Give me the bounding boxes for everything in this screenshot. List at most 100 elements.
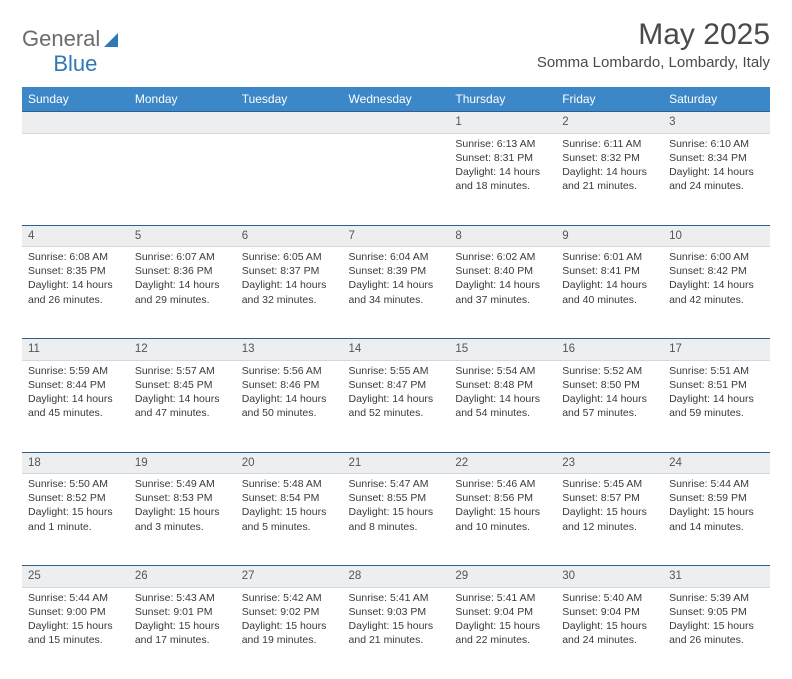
daylight-line: Daylight: 14 hours and 24 minutes. xyxy=(669,165,764,193)
sunrise-line: Sunrise: 5:59 AM xyxy=(28,364,123,378)
sunrise-line: Sunrise: 5:51 AM xyxy=(669,364,764,378)
title-block: May 2025 Somma Lombardo, Lombardy, Italy xyxy=(537,18,770,71)
day-cell: Sunrise: 5:49 AMSunset: 8:53 PMDaylight:… xyxy=(129,474,236,566)
day-number: 22 xyxy=(449,452,556,474)
sunrise-line: Sunrise: 5:46 AM xyxy=(455,477,550,491)
sunrise-line: Sunrise: 5:41 AM xyxy=(349,591,444,605)
day-number: . xyxy=(22,112,129,134)
day-info-row: Sunrise: 6:13 AMSunset: 8:31 PMDaylight:… xyxy=(22,133,770,225)
day-info-row: Sunrise: 6:08 AMSunset: 8:35 PMDaylight:… xyxy=(22,247,770,339)
day-cell: Sunrise: 5:40 AMSunset: 9:04 PMDaylight:… xyxy=(556,587,663,679)
daylight-line: Daylight: 15 hours and 15 minutes. xyxy=(28,619,123,647)
day-number: 10 xyxy=(663,225,770,247)
day-number: 1 xyxy=(449,112,556,134)
location: Somma Lombardo, Lombardy, Italy xyxy=(537,54,770,71)
day-info-row: Sunrise: 5:59 AMSunset: 8:44 PM Daylight:… xyxy=(22,360,770,452)
sunset-line: Sunset: 8:57 PM xyxy=(562,491,657,505)
sunrise-line: Sunrise: 5:54 AM xyxy=(455,364,550,378)
sunset-line: Sunset: 8:51 PM xyxy=(669,378,764,392)
weekday-header: Saturday xyxy=(663,87,770,112)
sunrise-line: Sunrise: 6:07 AM xyxy=(135,250,230,264)
day-cell: Sunrise: 5:45 AMSunset: 8:57 PMDaylight:… xyxy=(556,474,663,566)
day-number-row: 45678910 xyxy=(22,225,770,247)
day-number: 17 xyxy=(663,339,770,361)
brand-triangle-icon xyxy=(104,33,118,47)
daylight-line: Daylight: 14 hours and 52 minutes. xyxy=(349,392,444,420)
sunset-line: Sunset: 8:46 PM xyxy=(242,378,337,392)
daylight-line: Daylight: 14 hours and 26 minutes. xyxy=(28,278,123,306)
day-cell: Sunrise: 5:52 AMSunset: 8:50 PMDaylight:… xyxy=(556,360,663,452)
sunrise-line: Sunrise: 5:39 AM xyxy=(669,591,764,605)
day-number: 28 xyxy=(343,566,450,588)
sunrise-line: Sunrise: 5:42 AM xyxy=(242,591,337,605)
sunset-line: Sunset: 8:34 PM xyxy=(669,151,764,165)
day-number: 6 xyxy=(236,225,343,247)
day-cell: Sunrise: 5:46 AMSunset: 8:56 PMDaylight:… xyxy=(449,474,556,566)
daylight-line: Daylight: 15 hours and 24 minutes. xyxy=(562,619,657,647)
day-info-row: Sunrise: 5:50 AMSunset: 8:52 PMDaylight:… xyxy=(22,474,770,566)
sunset-line: Sunset: 8:50 PM xyxy=(562,378,657,392)
day-cell: Sunrise: 5:44 AMSunset: 8:59 PMDaylight:… xyxy=(663,474,770,566)
day-cell xyxy=(236,133,343,225)
sunrise-line: Sunrise: 5:44 AM xyxy=(28,591,123,605)
brand-part1: General xyxy=(22,26,100,52)
day-cell: Sunrise: 6:05 AMSunset: 8:37 PMDaylight:… xyxy=(236,247,343,339)
day-number: 30 xyxy=(556,566,663,588)
day-cell: Sunrise: 5:42 AMSunset: 9:02 PMDaylight:… xyxy=(236,587,343,679)
sunrise-line: Sunrise: 5:50 AM xyxy=(28,477,123,491)
day-number: 3 xyxy=(663,112,770,134)
daylight-line: Daylight: 14 hours and 59 minutes. xyxy=(669,392,764,420)
sunrise-line: Sunrise: 6:00 AM xyxy=(669,250,764,264)
sunset-line: Sunset: 8:55 PM xyxy=(349,491,444,505)
sunset-line: Sunset: 8:44 PM xyxy=(28,378,123,392)
sunrise-line: Sunrise: 5:55 AM xyxy=(349,364,444,378)
sunrise-line: Sunrise: 6:08 AM xyxy=(28,250,123,264)
sunset-line: Sunset: 8:36 PM xyxy=(135,264,230,278)
day-number: 12 xyxy=(129,339,236,361)
daylight-line: Daylight: 15 hours and 5 minutes. xyxy=(242,505,337,533)
day-cell: Sunrise: 6:02 AMSunset: 8:40 PMDaylight:… xyxy=(449,247,556,339)
brand-logo: General xyxy=(22,18,122,52)
day-number: 5 xyxy=(129,225,236,247)
day-number: 8 xyxy=(449,225,556,247)
sunset-line: Sunset: 8:37 PM xyxy=(242,264,337,278)
day-number: . xyxy=(129,112,236,134)
day-number: 19 xyxy=(129,452,236,474)
day-cell: Sunrise: 5:55 AMSunset: 8:47 PMDaylight:… xyxy=(343,360,450,452)
sunrise-line: Sunrise: 6:10 AM xyxy=(669,137,764,151)
weekday-header: Sunday xyxy=(22,87,129,112)
sunrise-line: Sunrise: 5:45 AM xyxy=(562,477,657,491)
daylight-line: Daylight: 14 hours and 42 minutes. xyxy=(669,278,764,306)
sunset-line: Sunset: 8:56 PM xyxy=(455,491,550,505)
daylight-line: Daylight: 14 hours and 34 minutes. xyxy=(349,278,444,306)
daylight-line: Daylight: 15 hours and 3 minutes. xyxy=(135,505,230,533)
daylight-line: Daylight: 14 hours and 37 minutes. xyxy=(455,278,550,306)
month-title: May 2025 xyxy=(537,18,770,52)
day-cell: Sunrise: 6:01 AMSunset: 8:41 PMDaylight:… xyxy=(556,247,663,339)
sunrise-line: Sunrise: 5:52 AM xyxy=(562,364,657,378)
day-cell: Sunrise: 6:07 AMSunset: 8:36 PMDaylight:… xyxy=(129,247,236,339)
day-cell: Sunrise: 5:39 AMSunset: 9:05 PMDaylight:… xyxy=(663,587,770,679)
day-cell: Sunrise: 6:11 AMSunset: 8:32 PMDaylight:… xyxy=(556,133,663,225)
day-cell: Sunrise: 5:41 AMSunset: 9:04 PMDaylight:… xyxy=(449,587,556,679)
day-cell: Sunrise: 5:59 AMSunset: 8:44 PMDaylight:… xyxy=(22,360,129,452)
sunrise-line: Sunrise: 6:01 AM xyxy=(562,250,657,264)
day-cell: Sunrise: 6:13 AMSunset: 8:31 PMDaylight:… xyxy=(449,133,556,225)
daylight-line: Daylight: 15 hours and 21 minutes. xyxy=(349,619,444,647)
brand-part2: Blue xyxy=(53,51,97,77)
calendar-table: SundayMondayTuesdayWednesdayThursdayFrid… xyxy=(22,87,770,679)
sunrise-line: Sunrise: 5:44 AM xyxy=(669,477,764,491)
daylight-line: Daylight: 15 hours and 17 minutes. xyxy=(135,619,230,647)
day-number: 4 xyxy=(22,225,129,247)
weekday-header: Wednesday xyxy=(343,87,450,112)
daylight-line: Daylight: 15 hours and 26 minutes. xyxy=(669,619,764,647)
day-number-row: ....123 xyxy=(22,112,770,134)
day-number: 23 xyxy=(556,452,663,474)
day-cell: Sunrise: 6:04 AMSunset: 8:39 PMDaylight:… xyxy=(343,247,450,339)
sunset-line: Sunset: 8:42 PM xyxy=(669,264,764,278)
day-cell: Sunrise: 5:43 AMSunset: 9:01 PMDaylight:… xyxy=(129,587,236,679)
sunset-line: Sunset: 8:32 PM xyxy=(562,151,657,165)
daylight-line: Daylight: 14 hours and 40 minutes. xyxy=(562,278,657,306)
sunrise-line: Sunrise: 6:02 AM xyxy=(455,250,550,264)
daylight-line: Daylight: 14 hours and 54 minutes. xyxy=(455,392,550,420)
